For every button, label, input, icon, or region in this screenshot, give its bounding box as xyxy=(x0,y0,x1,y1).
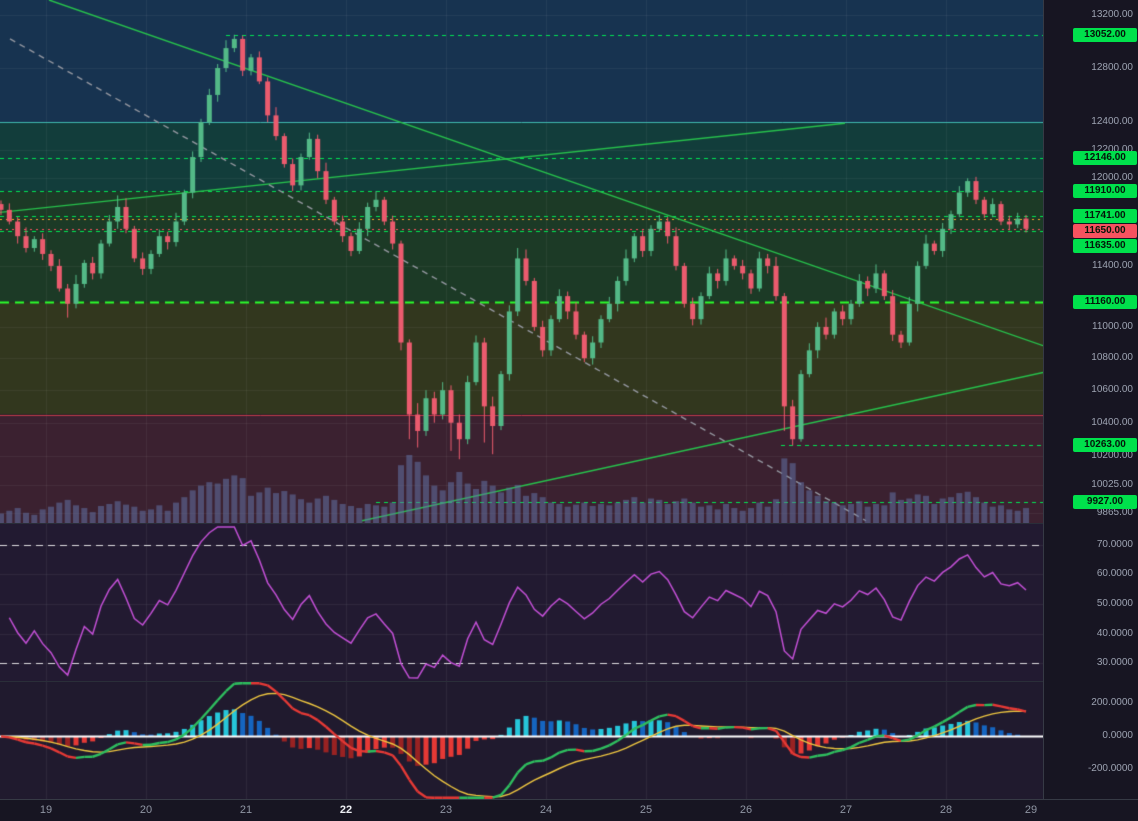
macd-tick-label: 200.0000 xyxy=(1091,697,1133,708)
price-level-badge[interactable]: 9927.00 xyxy=(1073,495,1137,509)
time-tick-label: 29 xyxy=(1024,804,1038,816)
price-tick-label: 10025.00 xyxy=(1091,479,1133,490)
price-level-badge[interactable]: 11635.00 xyxy=(1073,239,1137,253)
price-tick-label: 12000.00 xyxy=(1091,172,1133,183)
price-tick-label: 10200.00 xyxy=(1091,450,1133,461)
time-tick-label: 22 xyxy=(339,804,353,816)
price-tick-label: 11400.00 xyxy=(1092,260,1133,271)
price-tick-label: 12800.00 xyxy=(1091,62,1133,73)
price-level-badge[interactable]: 10263.00 xyxy=(1073,438,1137,452)
rsi-tick-label: 50.0000 xyxy=(1096,598,1133,609)
rsi-tick-label: 70.0000 xyxy=(1096,539,1133,550)
price-tick-label: 12200.00 xyxy=(1091,144,1133,155)
price-tick-label: 13200.00 xyxy=(1091,9,1133,20)
price-tick-label: 10400.00 xyxy=(1091,417,1133,428)
pane-separator[interactable] xyxy=(0,523,1043,524)
price-axis-scale[interactable]: 13200.00 12800.00 12400.00 12200.00 12000.00… xyxy=(1043,0,1138,799)
price-level-badge[interactable]: 11160.00 xyxy=(1073,295,1137,309)
price-tick-label: 10800.00 xyxy=(1091,352,1133,363)
price-tick-label: 9865.00 xyxy=(1096,507,1133,518)
time-tick-label: 20 xyxy=(139,804,153,816)
time-tick-label: 28 xyxy=(939,804,953,816)
last-price-badge[interactable]: 11650.00 xyxy=(1073,224,1137,238)
oscillator-pane-canvas[interactable] xyxy=(0,524,1043,681)
macd-tick-label: 0.0000 xyxy=(1102,730,1133,741)
time-tick-label: 19 xyxy=(39,804,53,816)
rsi-tick-label: 40.0000 xyxy=(1096,628,1133,639)
time-tick-label: 26 xyxy=(739,804,753,816)
price-tick-label: 10600.00 xyxy=(1091,384,1133,395)
time-axis-scale[interactable]: 19 20 21 22 23 24 25 26 27 28 29 xyxy=(0,799,1138,821)
time-tick-label: 25 xyxy=(639,804,653,816)
time-tick-label: 27 xyxy=(839,804,853,816)
price-pane-canvas[interactable] xyxy=(0,0,1043,523)
price-level-badge[interactable]: 12146.00 xyxy=(1073,151,1137,165)
rsi-tick-label: 30.0000 xyxy=(1096,657,1133,668)
macd-tick-label: -200.0000 xyxy=(1087,763,1133,774)
price-level-badge[interactable]: 13052.00 xyxy=(1073,28,1137,42)
price-tick-label: 12400.00 xyxy=(1091,116,1133,127)
macd-pane-canvas[interactable] xyxy=(0,682,1043,799)
time-tick-label: 21 xyxy=(239,804,253,816)
price-level-badge[interactable]: 11741.00 xyxy=(1073,209,1137,223)
time-tick-label: 24 xyxy=(539,804,553,816)
rsi-tick-label: 60.0000 xyxy=(1096,568,1133,579)
price-level-badge[interactable]: 11910.00 xyxy=(1073,184,1137,198)
pane-separator[interactable] xyxy=(0,681,1043,682)
time-tick-label: 23 xyxy=(439,804,453,816)
price-tick-label: 11000.00 xyxy=(1092,321,1133,332)
